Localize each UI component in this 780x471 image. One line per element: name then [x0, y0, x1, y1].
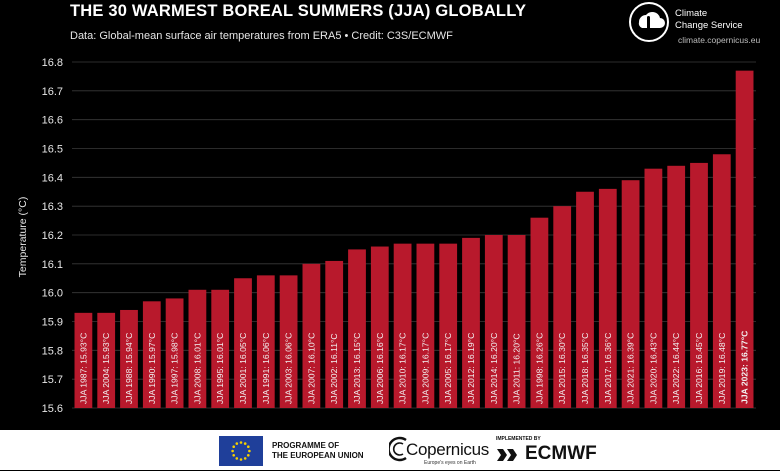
- bar: [393, 243, 412, 408]
- ecmwf-logo-icon: [497, 449, 517, 461]
- bar-value-label: JJA 2020: 16.43°C: [648, 333, 658, 404]
- footer-logos: PROGRAMME OF THE EUROPEAN UNION Copernic…: [0, 430, 780, 470]
- bar: [256, 275, 275, 408]
- chart-grid: [72, 61, 756, 409]
- copernicus-climate-brand[interactable]: Climate Change Service climate.copernicu…: [625, 0, 775, 50]
- bar: [576, 191, 594, 408]
- bar-value-label: JJA 2010: 16.17°C: [398, 333, 408, 404]
- y-axis-label: Temperature (°C): [17, 197, 29, 278]
- bar: [348, 249, 366, 408]
- bar-value-label: JJA 2023: 16.77°C: [740, 331, 750, 404]
- bar: [735, 70, 754, 409]
- bar: [530, 217, 549, 408]
- chart-title: THE 30 WARMEST BOREAL SUMMERS (JJA) GLOB…: [70, 2, 527, 20]
- brand-name-line2: Change Service: [675, 20, 743, 31]
- y-tick-label: 16.4: [42, 172, 63, 184]
- bar: [325, 260, 344, 408]
- y-tick-label: 16.2: [42, 230, 63, 242]
- bar: [120, 309, 138, 408]
- bar: [553, 206, 572, 408]
- bar-labels: JJA 1987: 15.93°C JJA 2004: 15.93°C JJA 19…: [78, 331, 749, 404]
- bar-value-label: JJA 2001: 16.05°C: [238, 333, 248, 404]
- y-axis-ticks: 15.6 15.7 15.8 15.9 16.0 16.1 16.2 16.3 16.4 16.5…: [42, 57, 63, 415]
- bar: [74, 312, 93, 408]
- bar: [667, 165, 686, 408]
- bars: [74, 70, 754, 409]
- copernicus-wordmark: Copernicus: [406, 440, 489, 459]
- y-tick-label: 16.6: [42, 115, 63, 127]
- bar-value-label: JJA 1987: 15.93°C: [78, 333, 88, 404]
- bar: [370, 246, 389, 408]
- chart-subtitle: Data: Global-mean surface air temperatur…: [70, 30, 453, 42]
- bar: [507, 235, 526, 408]
- bar-value-label: JJA 2004: 15.93°C: [101, 333, 111, 404]
- bar-value-label: JJA 2022: 16.44°C: [671, 333, 681, 404]
- copernicus-tagline: Europe's eyes on Earth: [424, 460, 476, 466]
- bar: [484, 235, 503, 408]
- bar-value-label: JJA 1988: 15.94°C: [124, 333, 134, 404]
- y-tick-label: 15.7: [42, 374, 63, 386]
- bar-value-label: JJA 1990: 15.97°C: [147, 333, 157, 404]
- eu-flag-icon: [219, 436, 263, 466]
- bar-value-label: JJA 1997: 15.98°C: [170, 333, 180, 404]
- y-tick-label: 16.1: [42, 259, 63, 271]
- bar-value-label: JJA 2008: 16.01°C: [192, 333, 202, 404]
- bar: [188, 289, 207, 408]
- bar-value-label: JJA 2006: 16.16°C: [375, 333, 385, 404]
- bar-value-label: JJA 1998: 16.26°C: [534, 333, 544, 404]
- bar-value-label: JJA 2017: 16.36°C: [603, 333, 613, 404]
- bar-value-label: JJA 2013: 16.15°C: [352, 333, 362, 404]
- bar-value-label: JJA 2009: 16.17°C: [420, 333, 430, 404]
- brand-url[interactable]: climate.copernicus.eu: [678, 35, 761, 45]
- bar-value-label: JJA 2018: 16.35°C: [580, 333, 590, 404]
- bar-value-label: JJA 2003: 16.06°C: [284, 333, 294, 404]
- bar-value-label: JJA 2019: 16.48°C: [717, 333, 727, 404]
- y-tick-label: 16.8: [42, 57, 63, 69]
- brand-name-line1: Climate: [675, 8, 708, 19]
- y-tick-label: 16.5: [42, 144, 63, 156]
- bar-value-label: JJA 2016: 16.45°C: [694, 333, 704, 404]
- bar-value-label: JJA 2005: 16.17°C: [443, 333, 453, 404]
- bar: [644, 168, 663, 408]
- eu-line2: THE EUROPEAN UNION: [272, 451, 364, 460]
- bar: [302, 263, 321, 408]
- y-tick-label: 16.7: [42, 86, 63, 98]
- bar: [211, 289, 230, 408]
- warmest-summers-bar-chart: 15.6 15.7 15.8 15.9 16.0 16.1 16.2 16.3 16.4 16.5…: [17, 57, 756, 415]
- bar: [712, 154, 731, 408]
- bar: [165, 298, 184, 408]
- brand-name: Climate Change Service: [675, 8, 743, 32]
- bar: [234, 278, 252, 408]
- bar: [416, 243, 435, 408]
- bar: [621, 180, 640, 408]
- bar: [142, 301, 161, 408]
- bar: [598, 188, 617, 408]
- eu-line1: PROGRAMME OF: [272, 441, 340, 450]
- bar: [279, 275, 298, 408]
- bar-value-label: JJA 2012: 16.19°C: [466, 333, 476, 404]
- y-tick-label: 15.8: [42, 345, 63, 357]
- implemented-by-label: IMPLEMENTED BY: [496, 436, 541, 442]
- bar: [690, 162, 708, 408]
- bar-value-label: JJA 2021: 16.39°C: [626, 333, 636, 404]
- bar-value-label: JJA 1995: 16.01°C: [215, 333, 225, 404]
- bar-value-label: JJA 2002: 16.11°C: [329, 333, 339, 404]
- eu-programme-text: PROGRAMME OF THE EUROPEAN UNION: [272, 441, 364, 461]
- copernicus-logo-icon: [389, 436, 407, 462]
- bar: [462, 237, 480, 408]
- y-tick-label: 15.6: [42, 403, 63, 415]
- y-tick-label: 15.9: [42, 317, 63, 329]
- y-tick-label: 16.0: [42, 288, 63, 300]
- climate-change-service-logo-icon: [629, 2, 669, 42]
- bar-value-label: JJA 2014: 16.20°C: [489, 333, 499, 404]
- y-tick-label: 16.3: [42, 201, 63, 213]
- ecmwf-wordmark: ECMWF: [525, 443, 597, 464]
- bar-value-label: JJA 1991: 16.06°C: [261, 333, 271, 404]
- bar: [439, 243, 458, 408]
- bar-value-label: JJA 2011: 16.20°C: [512, 333, 522, 404]
- bar-value-label: JJA 2015: 16.30°C: [557, 333, 567, 404]
- bar-value-label: JJA 2007: 16.10°C: [306, 333, 316, 404]
- bar: [97, 312, 116, 408]
